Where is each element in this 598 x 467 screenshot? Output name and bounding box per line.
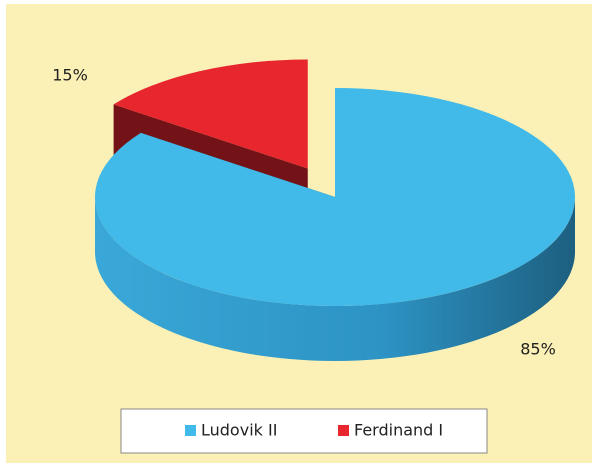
slice-top	[113, 59, 308, 169]
legend-swatch	[185, 425, 196, 436]
data-label: 85%	[520, 340, 556, 359]
data-label: 15%	[52, 66, 88, 85]
pie: 85% 15%	[52, 59, 576, 361]
legend: Ludovik II Ferdinand I	[185, 421, 443, 440]
legend-box	[120, 408, 488, 454]
legend-swatch	[338, 425, 349, 436]
legend-label: Ferdinand I	[354, 421, 443, 440]
legend-label: Ludovik II	[201, 421, 277, 440]
slice-top	[94, 88, 576, 306]
slice-side	[95, 197, 575, 361]
slice	[94, 88, 576, 361]
